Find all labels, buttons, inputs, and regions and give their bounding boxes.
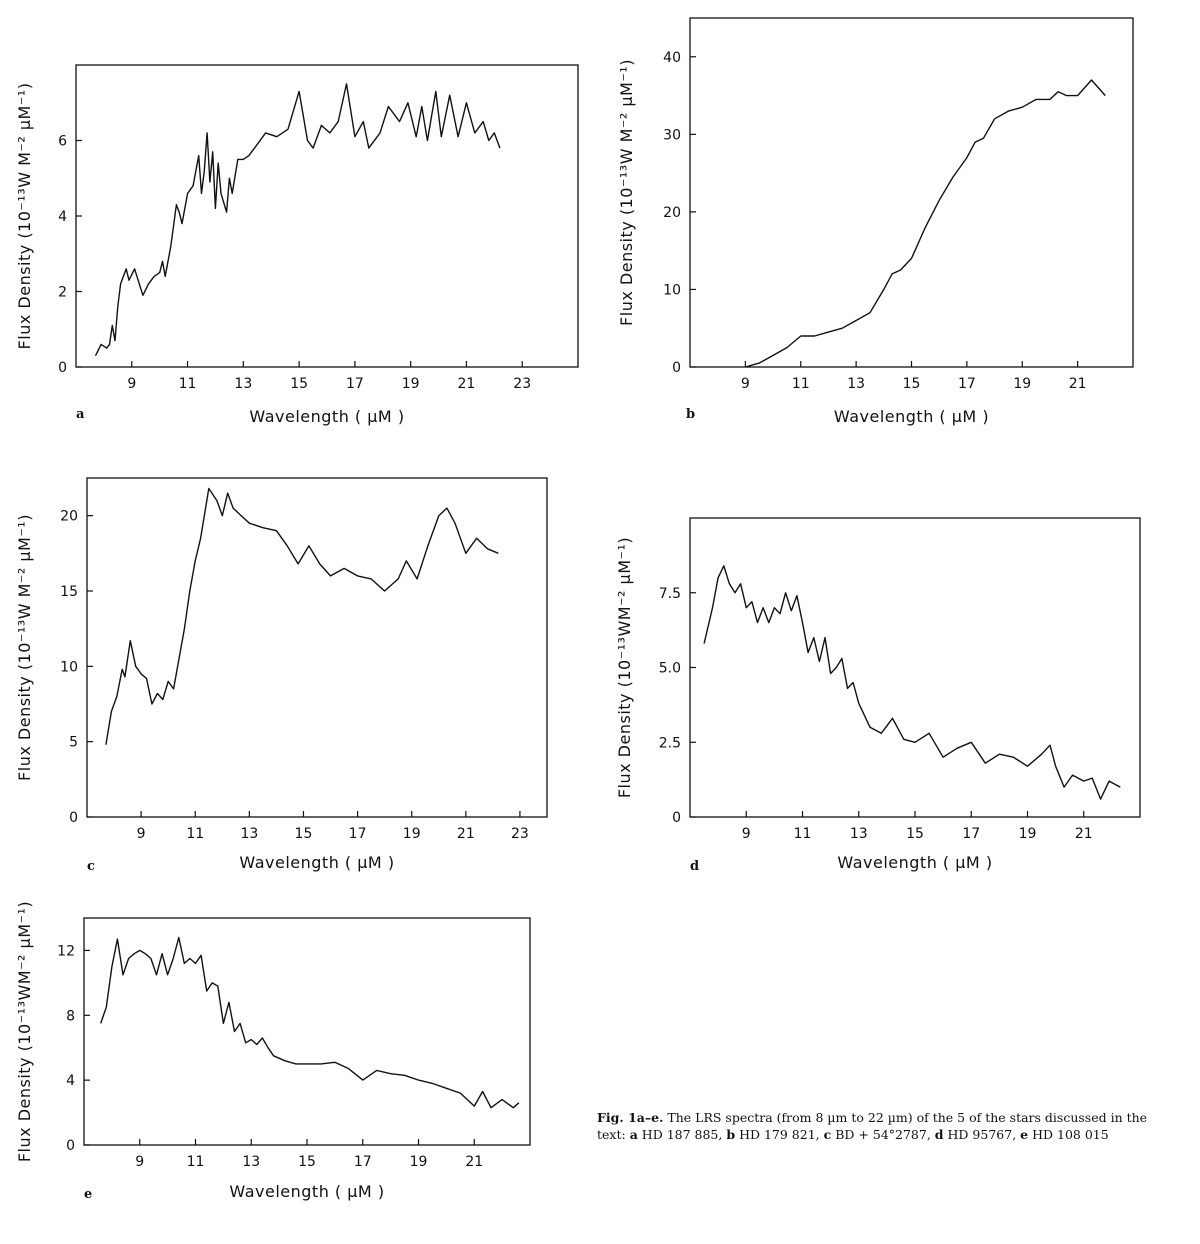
panel-d-xtick-label: 19 — [1019, 826, 1037, 842]
panel-c-panel-letter: c — [87, 859, 95, 874]
caption-fig-label: Fig. 1a–e. — [597, 1110, 664, 1125]
panel-e-xtick-label: 9 — [135, 1154, 144, 1170]
panel-c-ytick-label: 10 — [60, 659, 78, 675]
panel-a-ytick-label: 4 — [58, 209, 67, 225]
panel-b-spectrum-line — [745, 79, 1106, 368]
panel-b-xtick-label: 21 — [1069, 376, 1087, 392]
panel-e-ytick-label: 8 — [66, 1008, 75, 1024]
panel-e-panel-letter: e — [84, 1187, 92, 1202]
panel-a-xtick-label: 15 — [290, 376, 308, 392]
panel-c-xtick-label: 21 — [457, 826, 475, 842]
panel-e-xtick-label: 13 — [242, 1154, 260, 1170]
panel-e-ytick-label: 0 — [66, 1138, 75, 1154]
panel-b-ytick-label: 20 — [663, 205, 681, 221]
caption-item-letter: e — [1020, 1127, 1029, 1142]
panel-e-ylabel: Flux Density (10⁻¹³WM⁻² µM⁻¹) — [15, 901, 34, 1162]
panel-a-xtick-label: 17 — [346, 376, 364, 392]
panel-c-ytick-label: 20 — [60, 509, 78, 525]
caption-item-letter: a — [629, 1127, 638, 1142]
panel-d-panel-letter: d — [690, 859, 699, 874]
panel-d-ytick-label: 7.5 — [659, 586, 681, 602]
figure-caption: Fig. 1a–e. The LRS spectra (from 8 µm to… — [597, 1109, 1157, 1143]
panel-e-frame — [83, 917, 531, 1146]
caption-item-letter: d — [934, 1127, 944, 1142]
panel-e-ytick-label: 4 — [66, 1073, 75, 1089]
panel-c-xtick-label: 9 — [137, 826, 146, 842]
panel-d-frame — [689, 517, 1141, 818]
caption-item-star: HD 179 821, — [739, 1127, 820, 1142]
panel-b-ytick-label: 40 — [663, 50, 681, 66]
panel-e-xtick-label: 21 — [465, 1154, 483, 1170]
panel-e-xlabel: Wavelength ( µM ) — [229, 1182, 384, 1201]
panel-c-xtick-label: 17 — [349, 826, 367, 842]
panel-a-xtick-label: 9 — [127, 376, 136, 392]
panel-c-ylabel: Flux Density (10⁻¹³W M⁻² µM⁻¹) — [15, 514, 34, 781]
caption-item-star: HD 95767, — [947, 1127, 1017, 1142]
panel-a-ytick-label: 0 — [58, 360, 67, 376]
panel-c-xtick-label: 23 — [511, 826, 529, 842]
panel-c-spectrum-line — [105, 487, 499, 745]
panel-b-ytick-label: 0 — [672, 360, 681, 376]
panel-b-ytick-label: 30 — [663, 127, 681, 143]
panel-a-xtick-label: 19 — [402, 376, 420, 392]
panel-a-ylabel: Flux Density (10⁻¹³W M⁻² µM⁻¹) — [15, 83, 34, 350]
panel-e-xtick-label: 15 — [298, 1154, 316, 1170]
panel-b-xtick-label: 15 — [903, 376, 921, 392]
panel-e-xtick-label: 11 — [187, 1154, 205, 1170]
caption-text: The LRS spectra (from 8 µm to 22 µm) of … — [597, 1110, 1148, 1142]
panel-a-frame — [75, 64, 579, 368]
panel-e-spectrum-line — [100, 936, 520, 1109]
panel-b-frame — [689, 17, 1134, 368]
panel-c-xtick-label: 19 — [403, 826, 421, 842]
panel-d-ytick-label: 5.0 — [659, 661, 681, 677]
panel-d-xtick-label: 9 — [742, 826, 751, 842]
panel-d-ytick-label: 0 — [672, 810, 681, 826]
panel-a-xlabel: Wavelength ( µM ) — [249, 407, 404, 426]
caption-item-letter: b — [726, 1127, 736, 1142]
panel-a-spectrum-line — [94, 83, 501, 357]
panel-c-ytick-label: 15 — [60, 584, 78, 600]
panel-a-xtick-label: 21 — [458, 376, 476, 392]
panel-c-xtick-label: 13 — [240, 826, 258, 842]
panel-c-xlabel: Wavelength ( µM ) — [239, 853, 394, 872]
panel-c-ytick-label: 0 — [69, 810, 78, 826]
panel-c-xtick-label: 11 — [186, 826, 204, 842]
caption-item-star: BD + 54°2787, — [835, 1127, 931, 1142]
panel-b-panel-letter: b — [686, 407, 695, 422]
panel-d-ytick-label: 2.5 — [659, 735, 681, 751]
panel-b-ytick-label: 10 — [663, 282, 681, 298]
caption-item-star: HD 187 885, — [641, 1127, 723, 1142]
panel-a-xtick-label: 23 — [513, 376, 531, 392]
panel-a-ytick-label: 2 — [58, 285, 67, 301]
panel-b-xlabel: Wavelength ( µM ) — [834, 407, 989, 426]
panel-b-xtick-label: 17 — [958, 376, 976, 392]
panel-a-xtick-label: 11 — [179, 376, 197, 392]
panel-c-xtick-label: 15 — [295, 826, 313, 842]
caption-item-star: HD 108 015 — [1032, 1127, 1109, 1142]
panel-c-frame — [86, 477, 548, 818]
panel-a-xtick-label: 13 — [234, 376, 252, 392]
panel-d-xlabel: Wavelength ( µM ) — [837, 853, 992, 872]
panel-d-xtick-label: 15 — [906, 826, 924, 842]
panel-b-xtick-label: 19 — [1013, 376, 1031, 392]
panel-b-xtick-label: 9 — [741, 376, 750, 392]
panel-b-ylabel: Flux Density (10⁻¹³W M⁻² µM⁻¹) — [617, 59, 636, 326]
panel-b-xtick-label: 13 — [847, 376, 865, 392]
panel-d-xtick-label: 17 — [962, 826, 980, 842]
panel-d-spectrum-line — [703, 565, 1121, 800]
panel-a-panel-letter: a — [76, 407, 85, 422]
panel-e-xtick-label: 19 — [410, 1154, 428, 1170]
panel-c-ytick-label: 5 — [69, 735, 78, 751]
panel-b-xtick-label: 11 — [792, 376, 810, 392]
panel-d-xtick-label: 21 — [1075, 826, 1093, 842]
panel-e-ytick-label: 12 — [57, 943, 75, 959]
panel-e-xtick-label: 17 — [354, 1154, 372, 1170]
panel-d-xtick-label: 11 — [794, 826, 812, 842]
panel-d-xtick-label: 13 — [850, 826, 868, 842]
panel-a-ytick-label: 6 — [58, 134, 67, 150]
panel-d-ylabel: Flux Density (10⁻¹³WM⁻² µM⁻¹) — [615, 537, 634, 798]
caption-item-letter: c — [823, 1127, 832, 1142]
